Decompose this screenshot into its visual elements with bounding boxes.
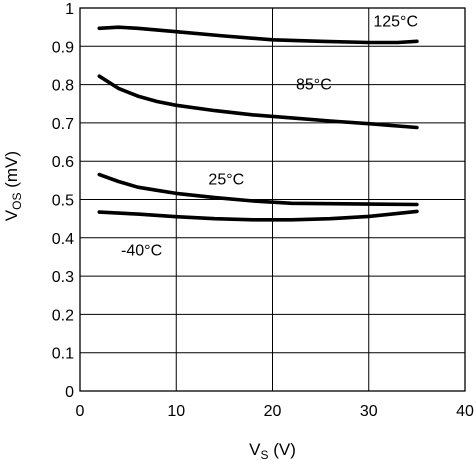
y-tick-label: 0.5	[52, 193, 74, 210]
x-tick-label: 0	[76, 403, 85, 420]
y-axis-title-main: V	[2, 209, 21, 221]
series-label: 25°C	[208, 172, 244, 189]
x-tick-label: 30	[360, 403, 378, 420]
x-tick-label: 40	[456, 403, 474, 420]
x-tick-label: 10	[167, 403, 185, 420]
series-label: 125°C	[373, 13, 418, 30]
y-tick-label: 0	[65, 384, 74, 401]
y-tick-label: 0.4	[52, 231, 74, 248]
series-line	[97, 74, 419, 130]
x-axis-title-unit: (V)	[268, 440, 295, 459]
series-label: -40°C	[121, 242, 162, 259]
x-tick-labels: 0 10 20 30 40	[76, 403, 474, 420]
y-axis-title-sub: OS	[10, 193, 24, 210]
x-axis-title-main: V	[249, 440, 261, 459]
y-tick-label: 0.8	[52, 78, 74, 95]
y-tick-label: 0.2	[52, 307, 74, 324]
series-lines	[97, 25, 419, 222]
x-axis-title: VS (V)	[249, 440, 296, 461]
y-tick-label: 0.3	[52, 269, 74, 286]
x-tick-label: 20	[264, 403, 282, 420]
y-axis-title: VOS (mV)	[2, 151, 24, 221]
y-tick-label: 0.6	[52, 154, 74, 171]
y-tick-labels: 0 0.1 0.2 0.3 0.4 0.5 0.6 0.7 0.8 0.9 1	[52, 1, 74, 401]
y-tick-label: 0.1	[52, 346, 74, 363]
plot-frame	[79, 7, 466, 392]
x-axis-title-sub: S	[260, 448, 268, 461]
series-label: 85°C	[296, 77, 332, 94]
series-line	[97, 25, 419, 45]
y-tick-label: 1	[65, 1, 74, 18]
y-tick-label: 0.9	[52, 39, 74, 56]
grid	[80, 8, 465, 391]
series-line	[97, 172, 419, 207]
y-tick-label: 0.7	[52, 116, 74, 133]
series-labels: 125°C 85°C 25°C -40°C	[121, 13, 418, 259]
series-line	[97, 209, 419, 222]
y-axis-title-unit: (mV)	[2, 151, 21, 193]
